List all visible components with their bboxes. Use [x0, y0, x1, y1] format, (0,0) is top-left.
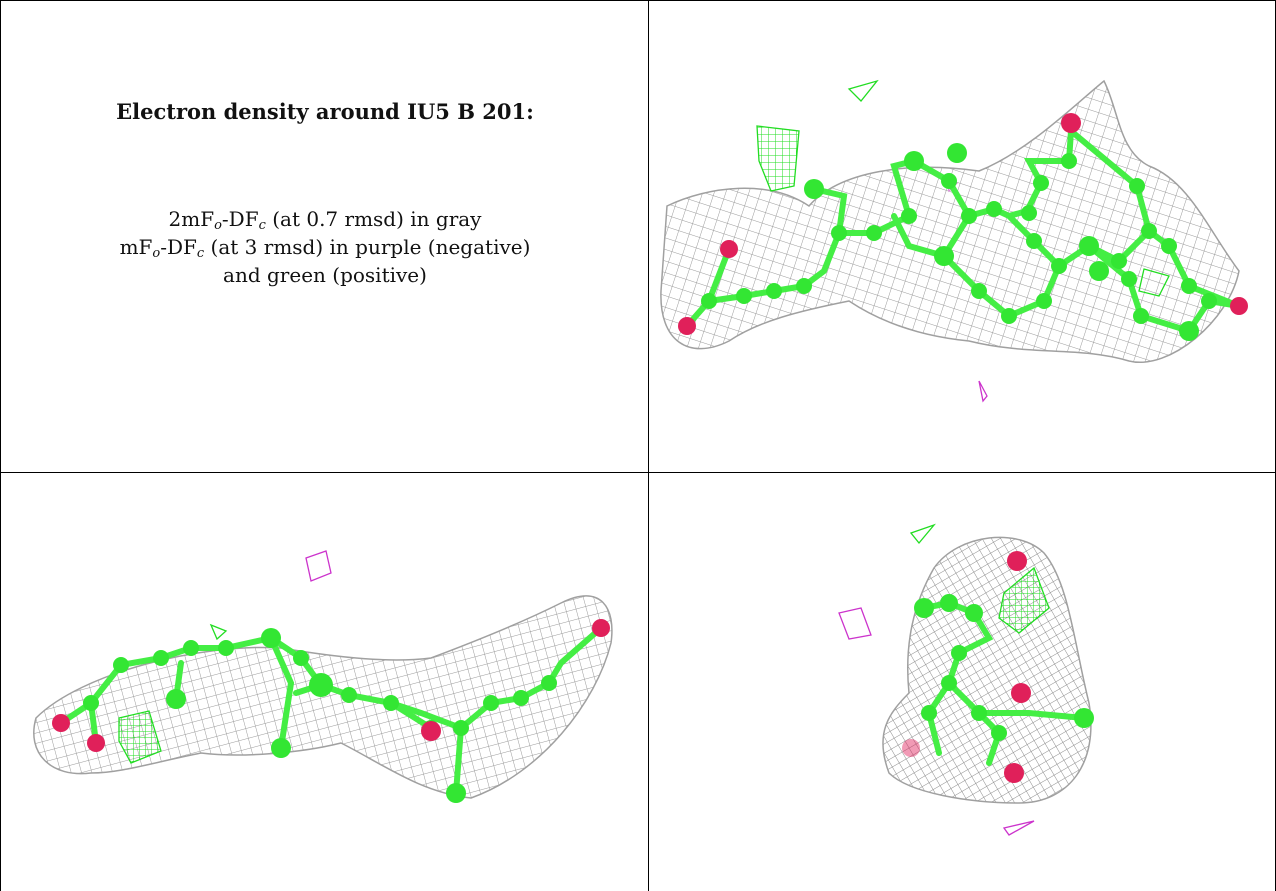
ligand-atoms	[701, 143, 1217, 341]
ligand-atoms	[83, 628, 557, 803]
oxygen-atoms	[52, 619, 610, 752]
caption-description: 2mFo-DFc (at 0.7 rmsd) in gray mFo-DFc (…	[1, 205, 648, 289]
positive-density-green	[756, 79, 1170, 297]
middle-border	[0, 472, 1276, 473]
caption-title: Electron density around IU5 B 201:	[116, 99, 534, 124]
caption-cell: Electron density around IU5 B 201: 2mFo-…	[1, 1, 648, 472]
caption-line-3: and green (positive)	[223, 263, 427, 287]
negative-density-purple	[838, 607, 1035, 836]
left-border	[0, 0, 1, 891]
bottom-left-view	[1, 473, 648, 891]
positive-density-green	[118, 623, 228, 764]
ligand-atoms	[914, 594, 1094, 741]
caption-line-1: 2mFo-DFc (at 0.7 rmsd) in gray	[168, 207, 482, 233]
caption-line-2: mFo-DFc (at 3 rmsd) in purple (negative)	[119, 235, 531, 261]
top-right-view	[649, 1, 1275, 472]
positive-density-green	[909, 523, 1050, 634]
oxygen-atoms	[902, 551, 1031, 783]
top-border	[0, 0, 1276, 1]
density-mesh-gray	[33, 595, 613, 799]
center-border	[648, 0, 649, 891]
negative-density-purple	[305, 550, 332, 582]
oxygen-atoms	[678, 113, 1248, 335]
bottom-right-view	[649, 473, 1275, 891]
